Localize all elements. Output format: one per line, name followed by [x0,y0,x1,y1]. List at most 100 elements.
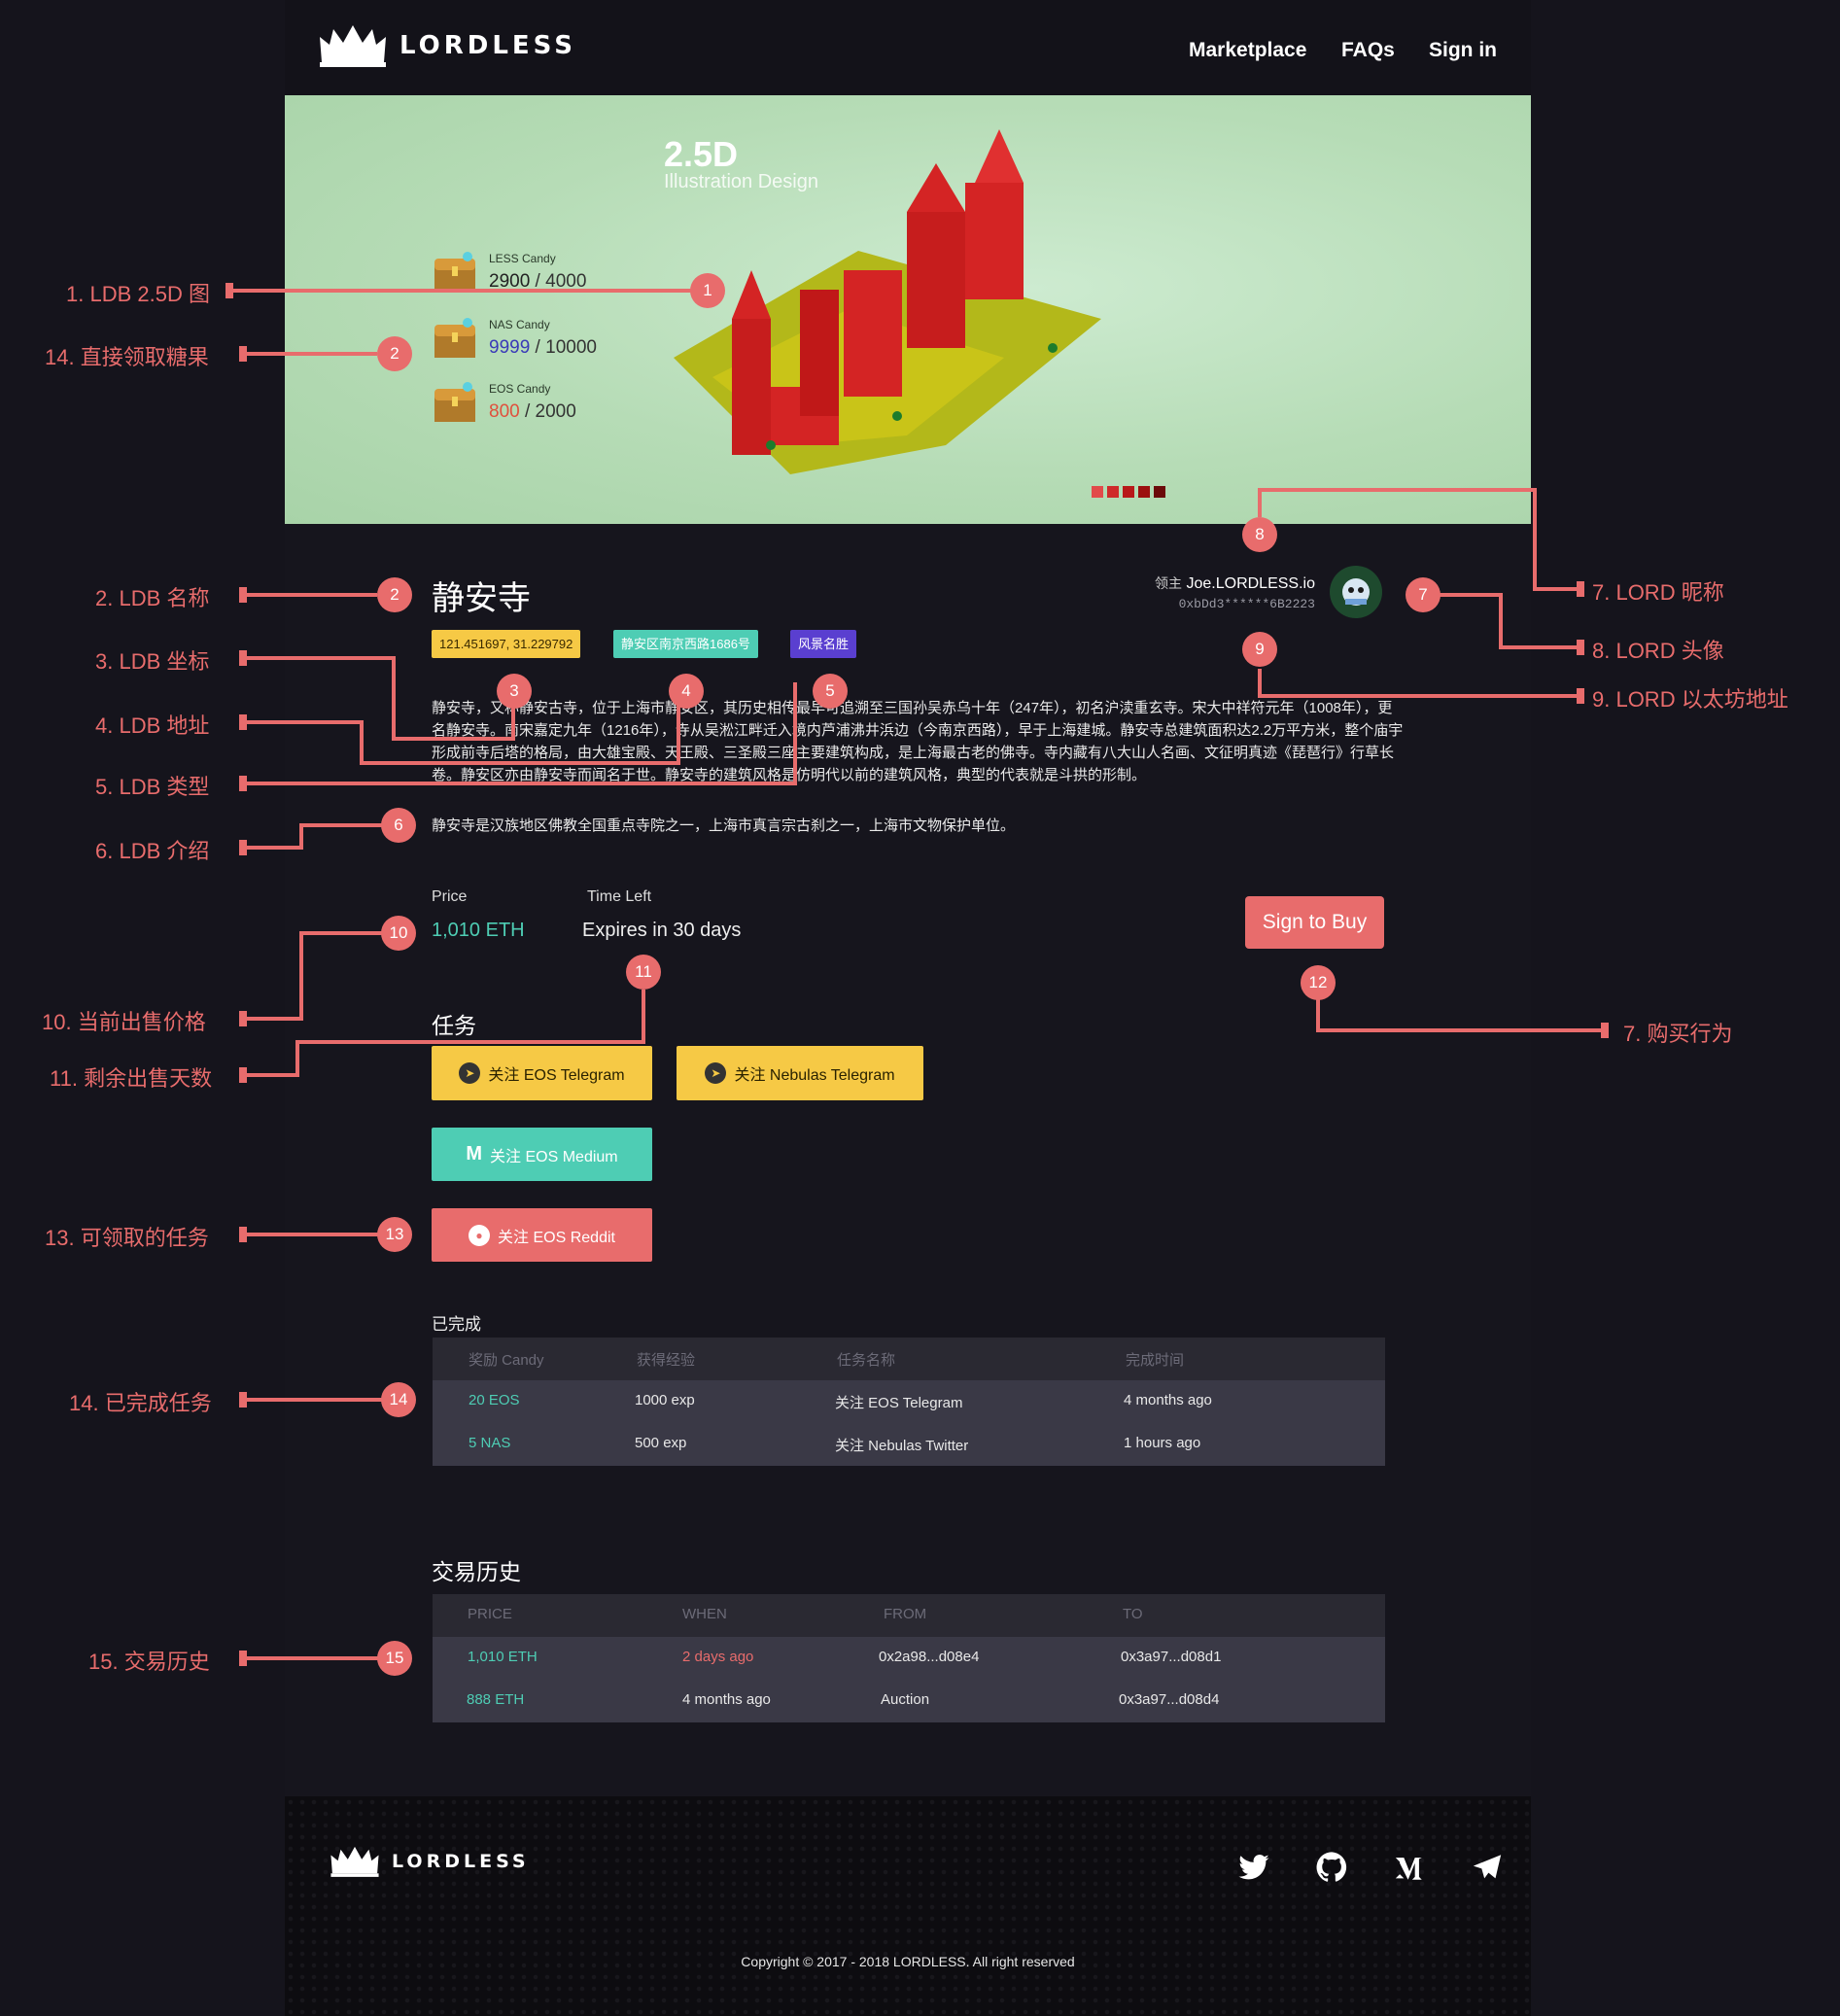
task-nebulas-telegram-button[interactable]: ➤ 关注 Nebulas Telegram [677,1046,923,1100]
table-cell: 关注 EOS Telegram [835,1395,963,1411]
annotation-label: 4. LDB 地址 [95,713,210,738]
history-title: 交易历史 [432,1559,521,1584]
table-row[interactable]: 888 ETH 4 months ago Auction 0x3a97...d0… [433,1680,1385,1722]
candy-total: 10000 [545,337,597,358]
annotation-label: 14. 直接领取糖果 [45,345,209,369]
ldb-coords-tag: 121.451697, 31.229792 [432,630,581,658]
table-header-cell: 完成时间 [1126,1352,1185,1369]
annotation-label: 11. 剩余出售天数 [50,1066,213,1091]
table-cell: 500 exp [635,1435,687,1451]
medium-icon[interactable] [1393,1851,1426,1884]
annotation-pin: 13 [377,1217,412,1252]
table-cell: 1,010 ETH [468,1649,538,1665]
ldb-hero-banner: 2.5D Illustration Design LESS Candy 2900… [285,95,1531,524]
table-header-cell: TO [1123,1606,1143,1622]
table-cell[interactable]: 0x2a98...d08e4 [879,1649,980,1665]
task-eos-reddit-button[interactable]: ● 关注 EOS Reddit [432,1208,652,1262]
table-cell: 5 NAS [469,1435,511,1451]
annotation-pin: 8 [1242,517,1277,552]
table-cell[interactable]: 0x3a97...d08d1 [1121,1649,1222,1665]
ldb-name: 静安寺 [432,580,531,617]
lord-prefix: 领主 [1155,575,1183,591]
table-cell: 20 EOS [469,1392,520,1408]
ldb-description: 静安寺，又称静安古寺，位于上海市静安区，其历史相传最早可追溯至三国孙吴赤乌十年（… [432,700,1404,783]
annotation-label: 9. LORD 以太坊地址 [1592,687,1788,712]
page-column: LORDLESS Marketplace FAQs Sign in 2.5D I… [285,0,1531,2016]
task-eos-telegram-button[interactable]: ➤ 关注 EOS Telegram [432,1046,652,1100]
time-left-value: Expires in 30 days [582,920,742,941]
sign-to-buy-button[interactable]: Sign to Buy [1245,896,1384,949]
annotation-label: 14. 已完成任务 [69,1391,212,1415]
completed-title: 已完成 [432,1315,481,1334]
hero-title: 2.5D [664,134,739,174]
ldb-address-tag: 静安区南京西路1686号 [613,630,758,658]
task-label: 关注 EOS Medium [490,1148,618,1165]
candy-row-nas[interactable]: NAS Candy 9999 / 10000 [433,317,597,360]
annotation-label: 2. LDB 名称 [95,586,210,610]
candy-current: 800 [489,401,520,422]
twitter-icon[interactable] [1237,1851,1270,1884]
telegram-icon: ➤ [705,1062,727,1084]
table-header: 奖励 Candy 获得经验 任务名称 完成时间 [433,1338,1385,1380]
carousel-dot[interactable] [1123,486,1134,498]
reddit-icon: ● [469,1224,491,1246]
tasks-title: 任务 [432,1013,476,1038]
ldb-type-tag: 风景名胜 [790,630,857,658]
crown-icon [320,25,386,67]
nav-sign-in[interactable]: Sign in [1429,39,1497,61]
task-eos-medium-button[interactable]: M 关注 EOS Medium [432,1128,652,1181]
telegram-icon[interactable] [1471,1851,1504,1884]
annotation-pin: 14 [381,1382,416,1417]
table-header-cell: FROM [884,1606,927,1622]
hero-subtitle: Illustration Design [664,171,818,192]
github-icon[interactable] [1315,1851,1348,1884]
nav-faqs[interactable]: FAQs [1341,39,1395,61]
table-cell[interactable]: 0x3a97...d08d4 [1119,1691,1220,1708]
price-value: 1,010 ETH [432,920,525,941]
annotation-pin: 2 [377,336,412,371]
table-row[interactable]: 1,010 ETH 2 days ago 0x2a98...d08e4 0x3a… [433,1637,1385,1680]
candy-row-less[interactable]: LESS Candy 2900 / 4000 [433,251,586,294]
carousel-dot[interactable] [1092,486,1103,498]
brand-logo[interactable]: LORDLESS [318,23,576,68]
candy-current: 2900 [489,271,531,292]
annotation-label: 3. LDB 坐标 [95,649,210,674]
table-cell: Auction [881,1691,930,1708]
table-cell: 4 months ago [682,1691,771,1708]
candy-chest-icon [433,381,477,424]
nav-marketplace[interactable]: Marketplace [1189,39,1307,61]
annotation-label: 7. LORD 昵称 [1592,580,1724,605]
world-map-background [285,1796,1531,2016]
table-header-cell: 任务名称 [837,1352,896,1369]
carousel-dots [1092,486,1165,498]
time-left-label: Time Left [587,888,652,905]
annotation-pin: 6 [381,808,416,843]
carousel-dot[interactable] [1154,486,1165,498]
brand-name: LORDLESS [399,31,576,60]
carousel-dot[interactable] [1138,486,1150,498]
table-header-cell: 奖励 Candy [469,1352,544,1369]
annotation-pin: 15 [377,1641,412,1676]
annotation-label: 13. 可领取的任务 [45,1226,209,1250]
lord-avatar[interactable] [1330,566,1382,618]
table-cell: 1 hours ago [1124,1435,1201,1451]
candy-row-eos[interactable]: EOS Candy 800 / 2000 [433,381,576,424]
top-navbar: LORDLESS Marketplace FAQs Sign in [285,0,1531,95]
annotation-label: 10. 当前出售价格 [42,1010,206,1034]
lord-info: 领主 Joe.LORDLESS.io 0xbDd3******6B2223 [1092,574,1315,611]
footer-brand-logo[interactable]: LORDLESS [330,1845,530,1878]
medium-icon: M [466,1143,483,1164]
ldb-25d-illustration [674,129,1101,474]
carousel-dot[interactable] [1107,486,1119,498]
table-header-cell: PRICE [468,1606,512,1622]
annotation-label: 8. LORD 头像 [1592,639,1724,663]
annotation-pin: 10 [381,916,416,951]
lord-nickname[interactable]: Joe.LORDLESS.io [1186,575,1315,592]
copyright-text: Copyright © 2017 - 2018 LORDLESS. All ri… [741,1954,1075,1969]
table-header-cell: 获得经验 [637,1352,696,1369]
table-header-cell: WHEN [682,1606,727,1622]
price-label: Price [432,888,468,905]
table-header: PRICE WHEN FROM TO [433,1594,1385,1637]
candy-name: NAS Candy [489,318,550,331]
table-row: 20 EOS 1000 exp 关注 EOS Telegram 4 months… [433,1380,1385,1423]
